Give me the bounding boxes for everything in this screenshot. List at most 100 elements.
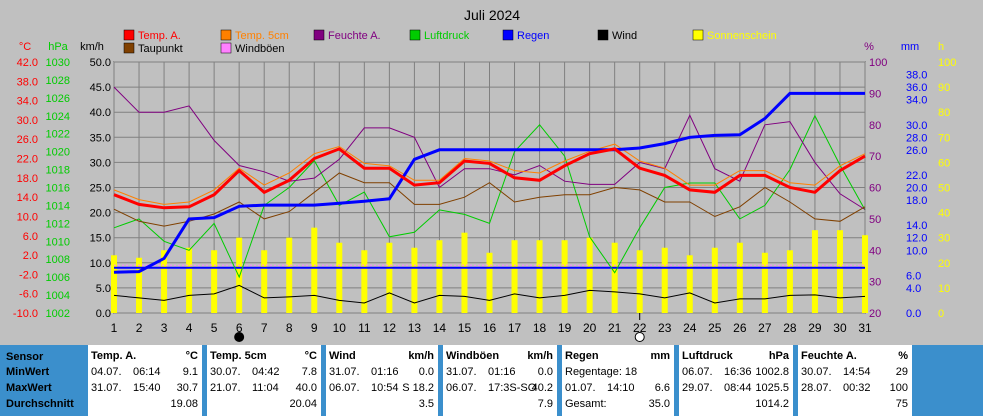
stat-date: 31.07.: [91, 382, 122, 394]
x-tick-label: 29: [808, 321, 822, 335]
tick-label-pressure: 1024: [46, 111, 70, 123]
x-tick-label: 5: [211, 321, 218, 335]
stat-value: 1025.5: [755, 382, 789, 394]
stat-date: 06.07.: [446, 382, 477, 394]
stat-title: Luftdruck: [682, 350, 733, 362]
sunshine-bar: [511, 240, 518, 313]
tick-label-rain: 14.0: [906, 220, 927, 232]
stat-date: 30.07.: [801, 366, 832, 378]
legend-label: Sonnenschein: [707, 30, 777, 42]
tick-label-temp: 14.0: [17, 192, 38, 204]
legend-swatch: [123, 29, 135, 41]
durchschnitt-label: Durchschnitt: [6, 398, 74, 410]
axis-unit-temp: °C: [19, 41, 31, 53]
x-tick-label: 25: [708, 321, 722, 335]
tick-label-rain: 30.0: [906, 120, 927, 132]
sunshine-bar: [261, 250, 268, 313]
stat-value: 0.0: [418, 366, 434, 378]
x-axis: 1 2 3 4 5 6 7 8 9 10 11 12 13 14 15 16 17 18 19 20 21 22 23 24 2…: [111, 321, 872, 335]
moon-phases: [234, 313, 645, 342]
x-tick-label: 18: [533, 321, 547, 335]
maxwert-label: MaxWert: [6, 382, 52, 394]
tick-label-pressure: 1030: [46, 57, 70, 69]
tick-label-temp: 18.0: [17, 173, 38, 185]
x-tick-label: 17: [508, 321, 522, 335]
stat-date: 29.07.: [682, 382, 713, 394]
tick-label-pressure: 1012: [46, 218, 70, 230]
axis-ticks: -10.0 -6.0 -2.0 2.0 6.0 10.0 14.0 18.0 22.0 26.0 3…: [13, 57, 956, 320]
sunshine-bar: [786, 250, 793, 313]
stat-value: 3.5: [418, 398, 434, 410]
sunshine-bar: [586, 237, 593, 313]
x-tick-label: 9: [311, 321, 318, 335]
stat-block: Regen mm Regentage: 18 01.07. 14:10 6.6 Gesamt…: [562, 345, 674, 416]
stat-date: 30.07.: [210, 366, 241, 378]
sunshine-bar: [836, 230, 843, 313]
tick-label-sun: 0: [938, 308, 944, 320]
stat-time: 11:04: [252, 382, 279, 394]
series-line-feuchte-a-: [113, 86, 866, 210]
x-tick-label: 13: [408, 321, 422, 335]
tick-label-pressure: 1006: [46, 272, 70, 284]
x-tick-label: 12: [383, 321, 397, 335]
tick-label-temp: 10.0: [17, 211, 38, 223]
legend-swatch: [220, 42, 232, 54]
tick-label-humidity: 100: [869, 57, 887, 69]
stat-date: 31.07.: [446, 366, 477, 378]
tick-label-pressure: 1010: [46, 236, 70, 248]
stat-date: 31.07.: [329, 366, 360, 378]
stat-time: 15:40: [133, 382, 161, 394]
sunshine-bars: [111, 227, 868, 313]
stat-value: S 18.2: [402, 382, 434, 394]
sunshine-bar: [686, 255, 693, 313]
stat-unit: km/h: [527, 350, 553, 362]
stat-time: 10:54: [371, 382, 399, 394]
sunshine-bar: [611, 242, 618, 313]
legend-swatch: [692, 29, 704, 41]
x-tick-label: 11: [358, 321, 371, 335]
tick-label-sun: 50: [938, 183, 950, 195]
x-tick-label: 31: [858, 321, 872, 335]
tick-label-sun: 30: [938, 233, 950, 245]
legend-label: Windböen: [235, 43, 285, 55]
tick-label-rain: 4.0: [906, 283, 921, 295]
tick-label-temp: 2.0: [23, 250, 38, 262]
stat-title: Regen: [565, 350, 599, 362]
sunshine-bar: [336, 242, 343, 313]
tick-label-temp: 30.0: [17, 115, 38, 127]
axis-unit-sun: h: [938, 41, 944, 53]
tick-label-pressure: 1022: [46, 129, 70, 141]
sensor-labels: Sensor MinWert MaxWert Durchschnitt: [0, 345, 86, 416]
tick-label-rain: 20.0: [906, 183, 927, 195]
tick-label-rain: 36.0: [906, 82, 927, 94]
stat-title: Temp. 5cm: [210, 350, 267, 362]
axis-unit-humidity: %: [864, 41, 874, 53]
stat-value: 7.8: [301, 366, 317, 378]
stat-block: Feuchte A.% 30.07. 14:54 29 28.07. 00:32 100 75: [798, 345, 912, 416]
legend-swatch: [597, 29, 609, 41]
sunshine-bar: [161, 250, 168, 313]
tick-label-wind: 50.0: [90, 57, 111, 69]
tick-label-humidity: 70: [869, 151, 881, 163]
series-line-taupunkt: [113, 172, 866, 227]
stat-date: Regentage: 18: [565, 366, 638, 378]
tick-label-humidity: 30: [869, 277, 881, 289]
series-line-regen: [113, 91, 865, 274]
tick-label-wind: 40.0: [90, 107, 111, 119]
stat-value: 100: [889, 382, 908, 394]
stat-time: 16:36: [724, 366, 752, 378]
stat-block: Temp. 5cm °C 30.07. 04:42 7.8 21.07. 11:04 40.0…: [207, 345, 321, 416]
sunshine-bar: [436, 240, 443, 313]
x-tick-label: 26: [733, 321, 747, 335]
x-tick-label: 8: [286, 321, 293, 335]
tick-label-pressure: 1008: [46, 254, 70, 266]
tick-label-sun: 10: [938, 283, 950, 295]
tick-label-rain: 28.0: [906, 132, 927, 144]
x-tick-label: 15: [458, 321, 472, 335]
series-line-wind: [113, 284, 866, 304]
axis-unit-wind: km/h: [80, 41, 104, 53]
stat-value: 6.6: [654, 382, 670, 394]
tick-label-sun: 40: [938, 208, 950, 220]
sunshine-bar: [411, 247, 418, 313]
stat-unit: mm: [650, 350, 670, 362]
